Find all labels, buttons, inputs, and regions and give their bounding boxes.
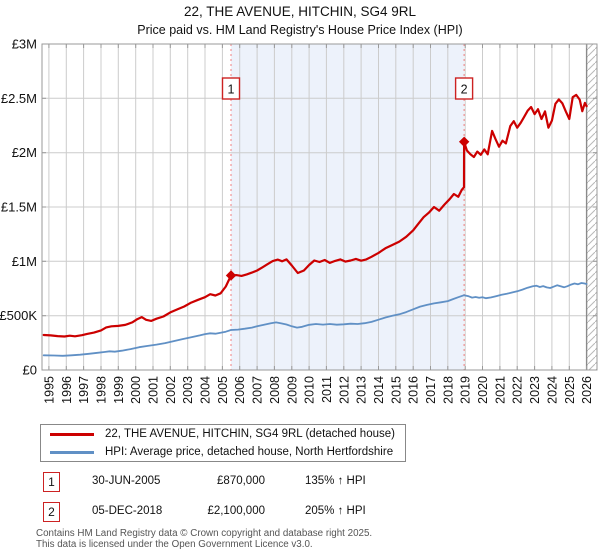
svg-text:2: 2 xyxy=(461,83,468,97)
sale-point-marker xyxy=(225,270,237,281)
sale-marker-badge xyxy=(221,77,241,100)
x-axis-year-label: 2014 xyxy=(372,376,386,404)
property-line-swatch xyxy=(50,432,94,436)
x-axis-year-label: 2024 xyxy=(545,376,559,404)
x-axis-year-label: 2003 xyxy=(181,376,195,404)
x-axis-year-label: 1999 xyxy=(112,376,126,404)
future-hatch-region xyxy=(586,44,597,370)
x-axis-year-label: 2021 xyxy=(493,376,507,404)
transaction-row-1: 1 30-JUN-2005 £870,000 135% ↑ HPI xyxy=(0,472,600,498)
x-axis-year-label: 2016 xyxy=(407,376,421,404)
x-axis-year-label: 2020 xyxy=(476,376,490,404)
legend-label-property: 22, THE AVENUE, HITCHIN, SG4 9RL (detach… xyxy=(105,428,395,440)
y-axis-tick-label: £1.5M xyxy=(1,200,37,215)
footer-line-2: This data is licensed under the Open Gov… xyxy=(36,538,313,550)
transaction-1-hpi-change: 135% ↑ HPI xyxy=(305,475,366,487)
x-axis-year-label: 2022 xyxy=(511,376,525,404)
legend-item-property: 22, THE AVENUE, HITCHIN, SG4 9RL (detach… xyxy=(41,426,405,442)
x-axis-year-label: 2002 xyxy=(164,376,178,404)
x-axis-year-label: 2005 xyxy=(216,376,230,404)
y-axis-tick-label: £1M xyxy=(12,254,37,269)
y-axis-tick-label: £2M xyxy=(12,145,37,160)
hpi-line-swatch xyxy=(50,450,94,454)
transaction-2-date: 05-DEC-2018 xyxy=(92,505,163,517)
y-axis-tick-label: £2.5M xyxy=(1,91,37,106)
x-axis-year-label: 2025 xyxy=(563,376,577,404)
transaction-2-marker-badge: 2 xyxy=(43,502,60,522)
sale-point-marker xyxy=(458,136,470,147)
x-axis-year-label: 2004 xyxy=(199,376,213,404)
x-axis-year-label: 2006 xyxy=(233,376,247,404)
x-axis-year-label: 1997 xyxy=(77,376,91,404)
x-axis-year-label: 2011 xyxy=(320,376,334,403)
chart-legend: 22, THE AVENUE, HITCHIN, SG4 9RL (detach… xyxy=(40,424,406,462)
transaction-1-price: £870,000 xyxy=(217,475,265,487)
x-axis-year-label: 1998 xyxy=(95,376,109,404)
y-axis-tick-label: £500K xyxy=(0,308,37,323)
x-axis-year-label: 2008 xyxy=(268,376,282,404)
x-axis-year-label: 2013 xyxy=(355,376,369,404)
x-axis-year-label: 2007 xyxy=(251,376,265,404)
transaction-2-price: £2,100,000 xyxy=(207,505,265,517)
x-axis-year-label: 1995 xyxy=(42,376,56,404)
svg-text:1: 1 xyxy=(228,83,235,97)
property-price-line xyxy=(42,93,588,338)
x-axis-year-label: 2000 xyxy=(129,376,143,404)
x-axis-year-label: 2023 xyxy=(528,376,542,404)
y-axis-tick-label: £0 xyxy=(23,363,37,378)
transaction-1-marker-badge: 1 xyxy=(43,472,60,492)
x-axis-year-label: 2012 xyxy=(337,376,351,404)
x-axis-year-label: 2017 xyxy=(424,376,438,404)
transaction-2-hpi-change: 205% ↑ HPI xyxy=(305,505,366,517)
page-subtitle: Price paid vs. HM Land Registry's House … xyxy=(137,23,463,37)
transaction-row-2: 2 05-DEC-2018 £2,100,000 205% ↑ HPI xyxy=(0,502,600,528)
sale-marker-badge xyxy=(454,77,474,100)
x-axis-year-label: 2009 xyxy=(285,376,299,404)
y-axis-tick-label: £3M xyxy=(12,37,37,52)
x-axis-year-label: 2026 xyxy=(580,376,594,404)
x-axis-year-label: 2010 xyxy=(303,376,317,404)
price-chart: £0 £500K £1M £1.5M £2M £2.5M £3M 1995 1996 1997 19… xyxy=(0,37,598,404)
x-axis-year-label: 2001 xyxy=(147,376,161,404)
legend-item-hpi: HPI: Average price, detached house, Nort… xyxy=(41,444,405,460)
transaction-1-date: 30-JUN-2005 xyxy=(92,475,161,487)
hpi-line xyxy=(42,282,588,357)
x-axis-year-label: 2015 xyxy=(389,376,403,404)
license-footer: Contains HM Land Registry data © Crown c… xyxy=(36,528,373,551)
legend-label-hpi: HPI: Average price, detached house, Nort… xyxy=(105,446,394,458)
footer-line-1: Contains HM Land Registry data © Crown c… xyxy=(36,528,373,539)
x-axis-year-label: 2019 xyxy=(459,376,473,404)
x-axis-year-label: 1996 xyxy=(60,376,74,404)
page-title: 22, THE AVENUE, HITCHIN, SG4 9RL xyxy=(183,4,417,19)
x-axis-year-label: 2018 xyxy=(441,376,455,404)
